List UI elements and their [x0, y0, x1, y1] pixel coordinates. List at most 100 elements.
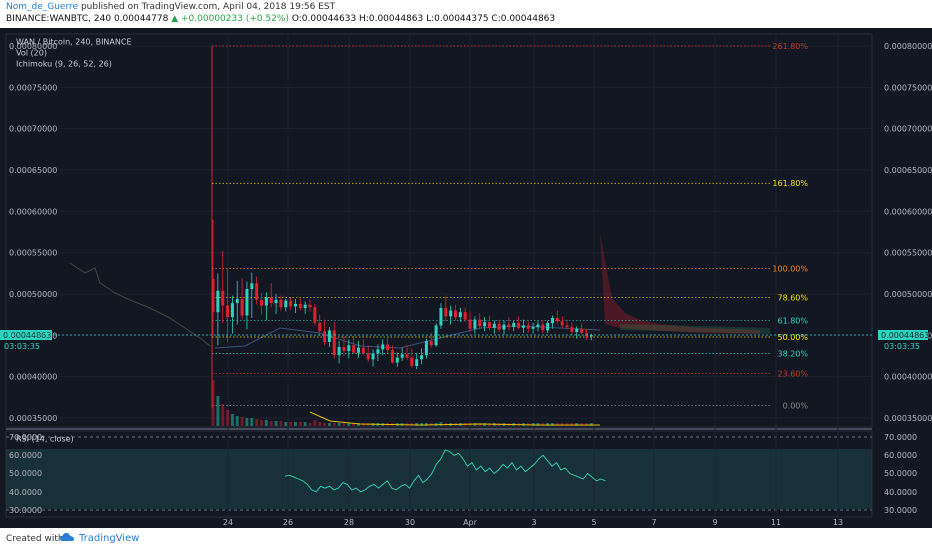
fib-label: 50.00% [777, 333, 808, 342]
volume-bar [289, 422, 293, 426]
volume-bar [589, 423, 593, 426]
chart-area[interactable]: 261.80% 161.80% 100.00% 78.60% 61.80% 50.00% 3… [0, 28, 932, 528]
grid [6, 34, 872, 517]
time-axis-label: 13 [833, 518, 843, 527]
volume-bar [240, 417, 244, 426]
ohlc-text: O:0.00044633 H:0.00044863 L:0.00044375 C… [291, 14, 556, 24]
time-axis-label: 24 [223, 518, 233, 527]
volume-bar [216, 396, 220, 426]
candle-body [313, 307, 317, 323]
symbol-line: BINANCE:WANBTC, 240 0.00044778 [6, 14, 169, 24]
candle-body [230, 303, 234, 318]
candle-body [211, 279, 215, 313]
volume-bar [298, 422, 302, 426]
candle-body [546, 322, 550, 331]
volume-bar [230, 414, 234, 426]
candle-body [264, 297, 268, 306]
volume-bar [279, 421, 283, 426]
candle-body [536, 324, 540, 328]
candle-body [323, 331, 327, 342]
price-axis-label-right: 0.00080000 [884, 42, 932, 51]
fib-label: 38.20% [777, 350, 808, 359]
price-axis-label-left: 0.00080000 [9, 42, 57, 51]
volume-bar [352, 423, 356, 426]
price-axis-label-left: 0.00070000 [9, 125, 57, 134]
candle-body [483, 322, 487, 327]
fib-label: 100.00% [772, 264, 808, 273]
volume-bar [269, 421, 273, 426]
created-with-text: Created with [6, 534, 64, 544]
time-axis-label: Apr [463, 518, 478, 527]
candle-body [303, 304, 307, 309]
symbol-info: BINANCE:WANBTC, 240 0.00044778 ▲ +0.0000… [6, 14, 555, 24]
candle-body [420, 355, 424, 360]
price-axis-label-right: 0.00060000 [884, 207, 932, 216]
rsi-axis-label-right: 60.0000 [884, 451, 917, 460]
time-axis-label: 30 [405, 518, 415, 527]
fib-label: 161.80% [772, 179, 808, 188]
rsi-axis-label-left: 40.0000 [9, 488, 42, 497]
candle-body [570, 327, 574, 333]
fib-label: 23.60% [777, 369, 808, 378]
candle-body [284, 300, 288, 308]
candle-body [279, 299, 283, 308]
candle-body [517, 322, 521, 328]
candle-body [497, 323, 501, 330]
price-axis-label-right: 0.00070000 [884, 125, 932, 134]
candle-body [492, 323, 496, 328]
price-chart[interactable]: 261.80%161.80%100.00%78.60%61.80%50.00%3… [0, 28, 932, 528]
candle-body [454, 310, 457, 318]
candle-body [274, 299, 278, 304]
candle-body [473, 319, 477, 329]
price-axis-label-right: 0.00075000 [884, 83, 932, 92]
author-link[interactable]: Nom_de_Guerre [6, 2, 79, 12]
rsi-axis-label-left: 50.0000 [9, 469, 42, 478]
candle-body [507, 324, 511, 328]
volume-bar [337, 423, 341, 426]
volume-bar [570, 423, 574, 426]
candle-body [361, 347, 365, 354]
candle-body [386, 344, 390, 351]
price-axis-label-right: 0.00035000 [884, 414, 932, 423]
legend-rsi: RSI (14, close) [16, 435, 74, 444]
candle-body [444, 308, 448, 317]
volume-bar [226, 410, 230, 426]
time-axis-label: 11 [771, 518, 781, 527]
volume-bar [308, 423, 312, 426]
volume-bar [546, 423, 550, 426]
volume-bar [323, 423, 327, 426]
candle-body [526, 325, 530, 329]
candle-body [357, 347, 360, 353]
candle-body [337, 346, 341, 356]
price-axis-label-left: 0.00035000 [9, 414, 57, 423]
right-price-tag-text: 0.00044863 [881, 331, 929, 340]
price-axis-label-right: 0.00040000 [884, 373, 932, 382]
volume-bar [575, 423, 579, 426]
fib-label: 78.60% [777, 293, 808, 302]
volume-bars [211, 380, 600, 426]
time-axis-label: 26 [283, 518, 293, 527]
volume-bar [313, 420, 317, 426]
candle-body [439, 308, 443, 326]
publish-header: Nom_de_Guerre published on TradingView.c… [0, 0, 932, 28]
publish-info: Nom_de_Guerre published on TradingView.c… [6, 2, 335, 12]
volume-bar [565, 423, 569, 426]
candle-body [376, 349, 380, 354]
candle-body [521, 325, 525, 328]
candle-body [410, 357, 414, 366]
rsi-series [284, 449, 606, 493]
volume-bar [235, 416, 239, 426]
candle-body [429, 341, 433, 346]
tradingview-brand[interactable]: TradingView [79, 533, 140, 544]
right-countdown: 03:03:35 [884, 342, 920, 351]
rsi-axis-label-left: 60.0000 [9, 451, 42, 460]
candle-body [531, 327, 535, 329]
candle-body [332, 330, 336, 356]
left-price-tag-text: 0.00044863 [3, 331, 51, 340]
fib-label: 261.80% [772, 42, 808, 51]
rsi-axis-label-right: 40.0000 [884, 488, 917, 497]
candle-body [589, 335, 593, 337]
price-axis-label-left: 0.00040000 [9, 373, 57, 382]
volume-bar [318, 422, 322, 426]
up-arrow-icon: ▲ [171, 14, 179, 24]
